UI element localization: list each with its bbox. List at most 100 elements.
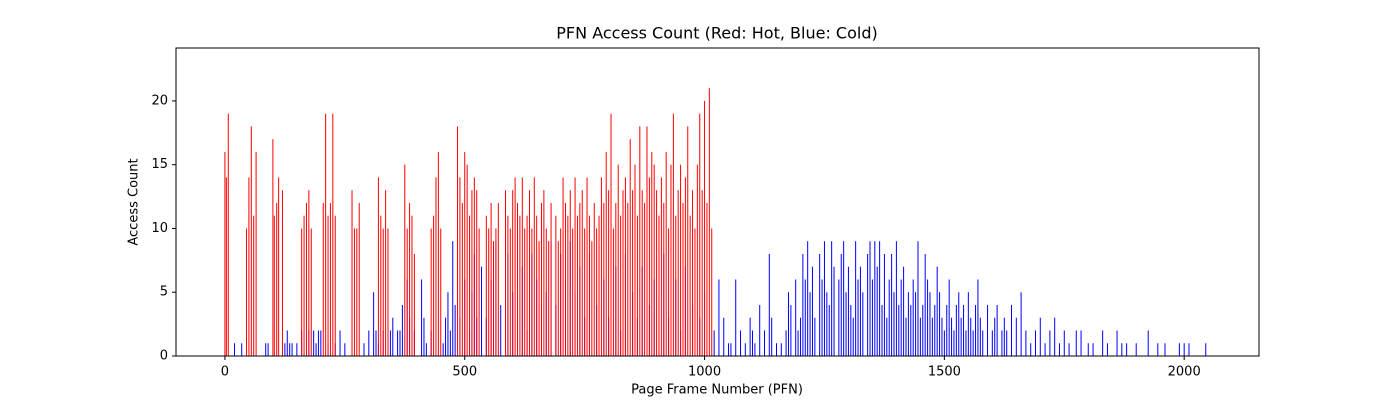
bar	[308, 190, 310, 356]
bar	[572, 228, 574, 356]
bar	[234, 343, 236, 356]
bar	[375, 330, 377, 356]
bar	[1183, 343, 1185, 356]
bar	[368, 330, 370, 356]
bar	[289, 343, 291, 356]
x-tick-label: 2000	[1168, 365, 1201, 380]
bar	[620, 215, 622, 356]
bar	[905, 317, 907, 356]
bar	[843, 241, 845, 356]
bar	[423, 317, 425, 356]
bar	[303, 215, 305, 356]
bar	[876, 266, 878, 356]
bar	[912, 279, 914, 356]
bar	[963, 304, 965, 356]
bar	[591, 241, 593, 356]
bar	[915, 292, 917, 356]
bar	[663, 202, 665, 356]
bar	[397, 330, 399, 356]
bar	[526, 215, 528, 356]
bar	[987, 304, 989, 356]
bar	[648, 177, 650, 356]
x-tick-label: 500	[452, 365, 477, 380]
bar	[1075, 330, 1077, 356]
bar	[627, 202, 629, 356]
bar	[615, 202, 617, 356]
bar	[540, 202, 542, 356]
y-tick-label: 0	[160, 349, 168, 364]
bar	[301, 228, 303, 356]
bar	[780, 343, 782, 356]
bar	[1063, 330, 1065, 356]
axes: 0 500 1000 1500 2000 0 5 10 15 20	[151, 93, 1200, 379]
bar	[771, 317, 773, 356]
bar	[1116, 330, 1118, 356]
bar	[593, 202, 595, 356]
bar	[622, 190, 624, 356]
bars	[224, 88, 1207, 357]
bar	[1102, 330, 1104, 356]
bar	[775, 343, 777, 356]
bar	[948, 279, 950, 356]
bar	[672, 113, 674, 357]
bar	[1006, 330, 1008, 356]
bar	[785, 330, 787, 356]
bar	[951, 317, 953, 356]
bar	[1044, 343, 1046, 356]
bar	[531, 228, 533, 356]
x-tick-label: 0	[221, 365, 229, 380]
bar	[1025, 330, 1027, 356]
bar	[447, 292, 449, 356]
bar	[538, 241, 540, 356]
bar	[278, 177, 280, 356]
bar	[807, 241, 809, 356]
bar	[351, 190, 353, 356]
bar	[689, 215, 691, 356]
bar	[430, 228, 432, 356]
bar	[1135, 343, 1137, 356]
bar	[749, 317, 751, 356]
bar	[900, 279, 902, 356]
bar	[819, 253, 821, 356]
bar	[711, 228, 713, 356]
bar	[598, 215, 600, 356]
bar	[358, 202, 360, 356]
bar	[881, 304, 883, 356]
bar	[624, 177, 626, 356]
bar	[224, 151, 226, 356]
bar	[548, 241, 550, 356]
bar	[979, 317, 981, 356]
bar	[363, 343, 365, 356]
bar	[632, 190, 634, 356]
bar	[452, 241, 454, 356]
bar	[509, 228, 511, 356]
bar	[248, 177, 250, 356]
bar	[286, 330, 288, 356]
bar	[1054, 317, 1056, 356]
bar	[505, 190, 507, 356]
bar	[392, 317, 394, 356]
bar	[481, 266, 483, 356]
bar	[641, 190, 643, 356]
bar	[1178, 343, 1180, 356]
bar	[934, 304, 936, 356]
bar	[442, 343, 444, 356]
bar	[596, 228, 598, 356]
bar	[965, 330, 967, 356]
y-tick-label: 20	[151, 93, 168, 108]
chart-title: PFN Access Count (Red: Hot, Blue: Cold)	[556, 24, 877, 43]
bar	[562, 177, 564, 356]
bar	[797, 330, 799, 356]
bar	[608, 190, 610, 356]
bar	[883, 253, 885, 356]
bar	[828, 304, 830, 356]
bar	[567, 215, 569, 356]
bar	[353, 228, 355, 356]
bar	[677, 190, 679, 356]
bar	[322, 202, 324, 356]
bar	[898, 304, 900, 356]
bar	[524, 228, 526, 356]
bar	[699, 113, 701, 357]
bar	[588, 215, 590, 356]
bar	[869, 241, 871, 356]
